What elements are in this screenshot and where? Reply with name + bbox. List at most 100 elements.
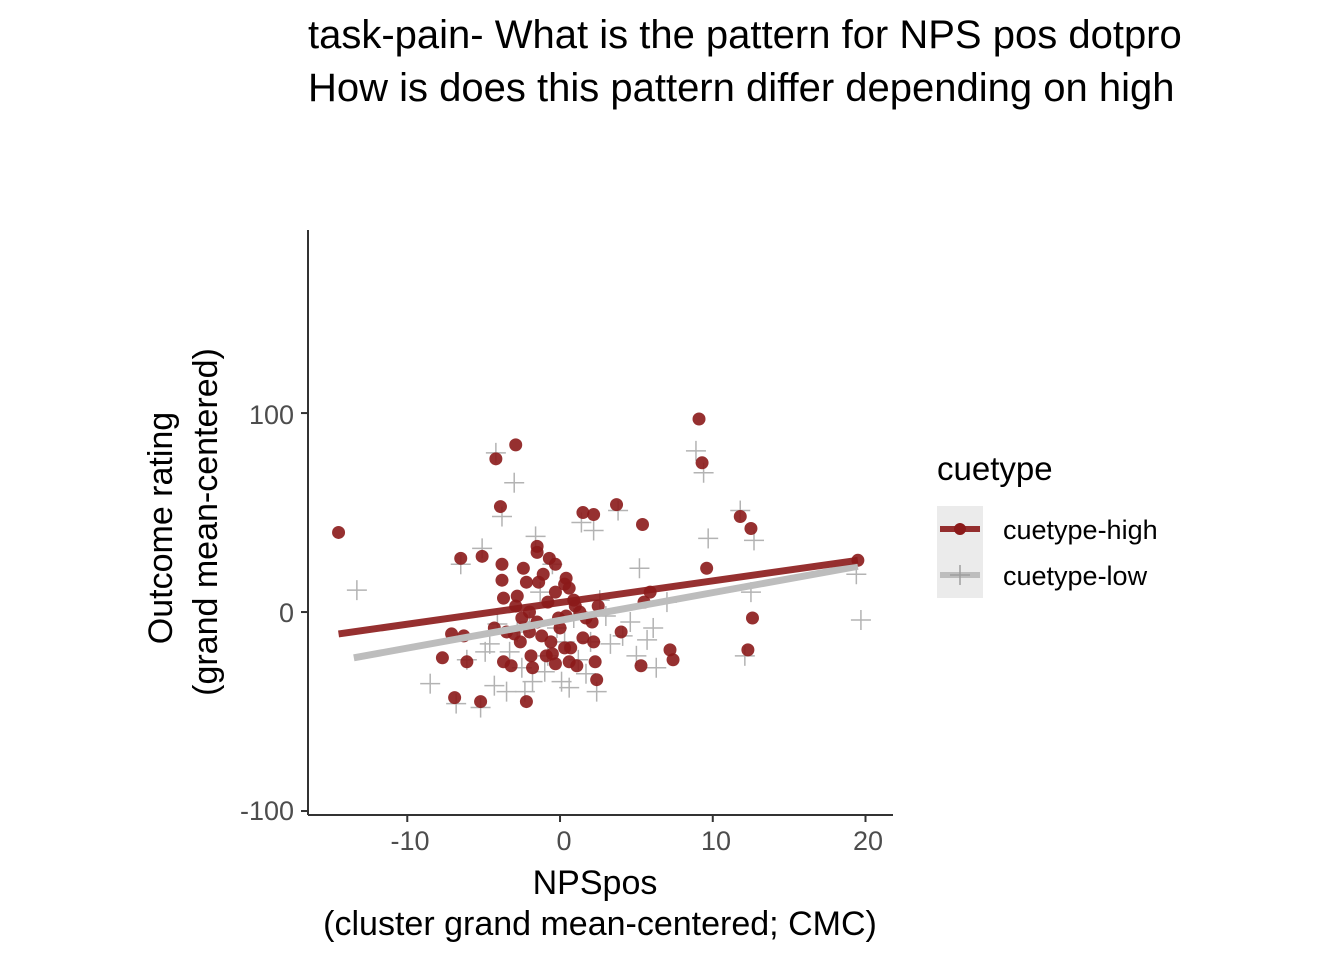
data-point-high bbox=[562, 581, 576, 595]
data-point-low bbox=[499, 641, 520, 662]
data-point-high bbox=[559, 571, 573, 585]
data-point-high bbox=[509, 438, 523, 452]
data-point-low bbox=[522, 671, 543, 692]
points-layer bbox=[332, 412, 871, 718]
data-point-low bbox=[620, 611, 641, 632]
y-axis-subtitle: (grand mean-centered) bbox=[187, 348, 225, 696]
x-tick-label: 20 bbox=[853, 826, 883, 856]
chart-title-line-2: How is does this pattern differ dependin… bbox=[308, 66, 1175, 110]
data-point-high bbox=[587, 508, 601, 522]
x-axis-subtitle: (cluster grand mean-centered; CMC) bbox=[323, 905, 877, 943]
legend-marker-high bbox=[954, 523, 966, 535]
y-tick-label: 100 bbox=[249, 400, 294, 430]
fit-line-low bbox=[353, 562, 859, 662]
data-point-high bbox=[475, 549, 489, 563]
data-point-high bbox=[590, 673, 604, 687]
data-point-high bbox=[733, 510, 747, 524]
data-point-high bbox=[588, 655, 602, 669]
data-point-low bbox=[600, 633, 621, 654]
data-point-high bbox=[519, 695, 533, 709]
data-point-high bbox=[548, 657, 562, 671]
y-tick-label: -100 bbox=[240, 796, 294, 826]
data-point-low bbox=[646, 657, 667, 678]
data-point-low bbox=[484, 675, 505, 696]
fit-lines-layer bbox=[338, 556, 859, 662]
data-point-low bbox=[479, 633, 500, 654]
data-point-low bbox=[420, 673, 441, 694]
data-point-high bbox=[497, 591, 511, 605]
data-point-low bbox=[685, 440, 706, 461]
data-point-high bbox=[510, 589, 524, 603]
data-point-low bbox=[559, 677, 580, 698]
data-point-high bbox=[489, 452, 503, 466]
data-point-high bbox=[516, 561, 530, 575]
data-point-high bbox=[332, 525, 346, 539]
data-point-low bbox=[583, 520, 604, 541]
data-point-low bbox=[629, 558, 650, 579]
data-point-high bbox=[544, 635, 558, 649]
data-point-low bbox=[534, 661, 555, 682]
data-point-high bbox=[636, 517, 650, 531]
data-point-high bbox=[526, 661, 540, 675]
data-point-low bbox=[637, 629, 658, 650]
data-point-high bbox=[524, 649, 538, 663]
legend: cuetype cuetype-high cuetype-low bbox=[937, 450, 1158, 598]
data-point-high bbox=[587, 635, 601, 649]
data-point-high bbox=[504, 659, 518, 673]
data-point-high bbox=[610, 498, 624, 512]
data-point-high bbox=[495, 573, 509, 587]
data-point-high bbox=[741, 643, 755, 657]
data-point-high bbox=[474, 695, 488, 709]
data-point-high bbox=[495, 557, 509, 571]
data-point-high bbox=[692, 412, 706, 426]
data-point-high bbox=[585, 615, 599, 629]
chart-title-line-1: task-pain- What is the pattern for NPS p… bbox=[308, 13, 1182, 57]
data-point-high bbox=[553, 621, 567, 635]
data-point-high bbox=[634, 659, 648, 673]
legend-label-high: cuetype-high bbox=[1003, 515, 1158, 545]
data-point-high bbox=[576, 506, 590, 520]
data-point-low bbox=[850, 610, 871, 630]
data-point-high bbox=[695, 456, 709, 470]
data-point-high bbox=[513, 635, 527, 649]
legend-title: cuetype bbox=[937, 450, 1053, 487]
data-point-high bbox=[744, 521, 758, 535]
x-tick-label: 0 bbox=[556, 826, 571, 856]
fit-line-high bbox=[338, 556, 859, 638]
y-axis-title: Outcome rating bbox=[142, 412, 180, 644]
data-point-high bbox=[548, 557, 562, 571]
ticks-layer bbox=[301, 412, 867, 822]
data-point-high bbox=[519, 575, 533, 589]
y-tick-label: 0 bbox=[279, 598, 294, 628]
data-point-high bbox=[532, 575, 546, 589]
data-point-low bbox=[496, 681, 517, 702]
data-point-high bbox=[493, 500, 507, 514]
x-tick-label: -10 bbox=[390, 826, 429, 856]
x-axis-title: NPSpos bbox=[533, 864, 658, 902]
data-point-high bbox=[576, 631, 590, 645]
data-point-high bbox=[448, 691, 462, 705]
data-point-high bbox=[570, 659, 584, 673]
data-point-high bbox=[530, 545, 544, 559]
x-tick-label: 10 bbox=[701, 826, 731, 856]
data-point-low bbox=[475, 641, 496, 662]
data-point-low bbox=[575, 663, 596, 684]
data-point-high bbox=[435, 651, 449, 665]
data-point-low bbox=[346, 580, 367, 601]
data-point-high bbox=[700, 561, 714, 575]
data-point-high bbox=[666, 653, 680, 667]
data-point-low bbox=[504, 472, 525, 493]
data-point-low bbox=[698, 528, 719, 549]
data-point-high bbox=[745, 611, 759, 625]
data-point-high bbox=[663, 643, 677, 657]
data-point-high bbox=[535, 629, 549, 643]
data-point-high bbox=[545, 647, 559, 661]
legend-label-low: cuetype-low bbox=[1003, 561, 1148, 591]
data-point-high bbox=[454, 551, 468, 565]
data-point-high bbox=[614, 625, 628, 639]
data-point-high bbox=[460, 655, 474, 669]
data-point-low bbox=[643, 617, 664, 638]
data-point-high bbox=[548, 585, 562, 599]
data-point-high bbox=[558, 641, 572, 655]
